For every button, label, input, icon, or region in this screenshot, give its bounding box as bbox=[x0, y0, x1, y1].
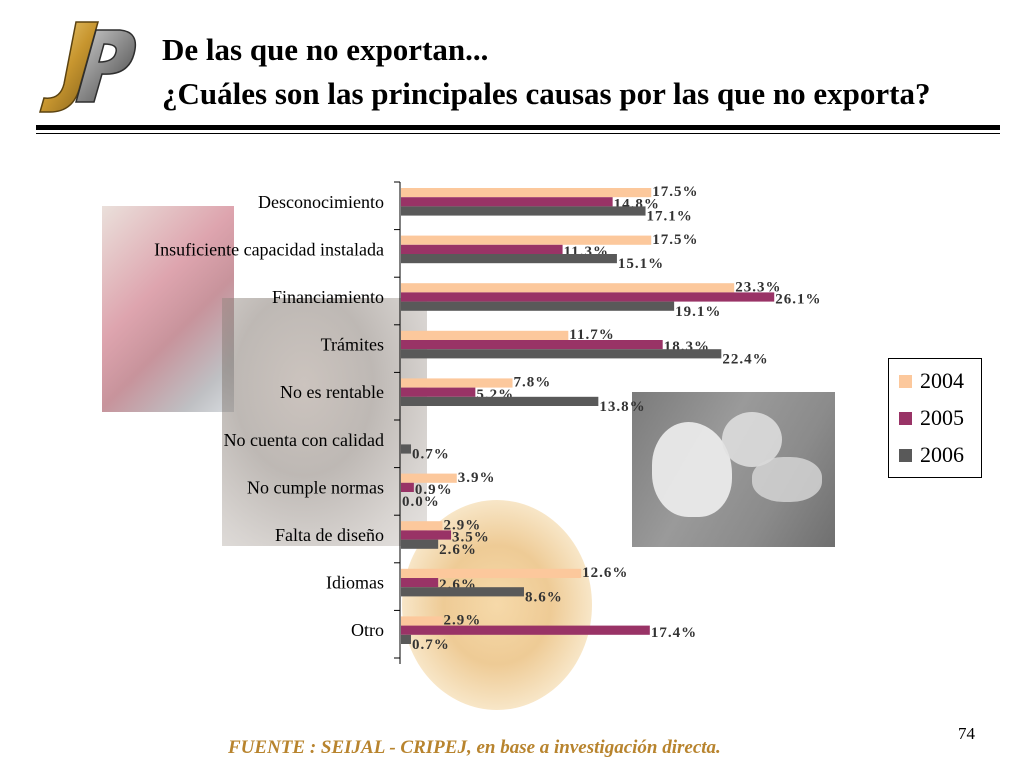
legend-label-2006: 2006 bbox=[920, 442, 964, 467]
data-label-2005: 17.4% bbox=[651, 625, 697, 641]
data-label-2006: 0.7% bbox=[412, 637, 450, 653]
background-photo-ceramics bbox=[632, 392, 835, 547]
bar-2004 bbox=[401, 378, 513, 388]
bar-2005 bbox=[401, 482, 414, 492]
category-label: Insuficiente capacidad instalada bbox=[154, 239, 384, 259]
bar-2005 bbox=[401, 530, 452, 540]
bar-2006 bbox=[401, 254, 617, 264]
legend-item-2006: 2006 bbox=[899, 442, 964, 467]
legend-swatch-2004 bbox=[899, 374, 912, 388]
data-label-2006: 15.1% bbox=[618, 256, 664, 272]
bar-2005 bbox=[401, 292, 775, 302]
data-label-2004: 2.9% bbox=[443, 517, 481, 533]
legend-item-2004: 2004 bbox=[899, 368, 964, 393]
category-label: Falta de diseño bbox=[275, 525, 384, 545]
bar-2005 bbox=[401, 625, 650, 635]
data-label-2006: 13.8% bbox=[599, 399, 645, 415]
bar-2004 bbox=[401, 330, 569, 340]
bar-2005 bbox=[401, 244, 563, 254]
legend-swatch-2005 bbox=[899, 411, 912, 425]
data-label-2005: 3.5% bbox=[452, 530, 490, 546]
data-label-2004: 12.6% bbox=[582, 565, 628, 581]
category-label: Financiamiento bbox=[272, 287, 384, 307]
bar-2004 bbox=[401, 568, 582, 578]
header-divider-thin bbox=[36, 133, 1000, 134]
background-photo-model bbox=[222, 298, 427, 546]
category-label: Idiomas bbox=[326, 573, 384, 593]
bar-2005 bbox=[401, 340, 663, 350]
bar-2006 bbox=[401, 539, 439, 549]
bar-2006 bbox=[401, 634, 412, 644]
data-label-2004: 23.3% bbox=[735, 279, 781, 295]
data-label-2006: 8.6% bbox=[525, 589, 563, 605]
category-label: Trámites bbox=[321, 335, 384, 355]
ceramic-shape bbox=[752, 457, 822, 502]
category-label: No cumple normas bbox=[247, 477, 384, 497]
bar-2006 bbox=[401, 349, 722, 359]
page-number: 74 bbox=[958, 724, 975, 743]
source-note: FUENTE : SEIJAL - CRIPEJ, en base a inve… bbox=[228, 737, 721, 758]
title-line-2: ¿Cuáles son las principales causas por l… bbox=[162, 76, 931, 111]
bar-2005 bbox=[401, 578, 439, 588]
data-label-2004: 11.7% bbox=[569, 327, 614, 343]
data-label-2005: 0.9% bbox=[415, 482, 453, 498]
data-label-2004: 3.9% bbox=[458, 470, 496, 486]
legend-label-2005: 2005 bbox=[920, 405, 964, 430]
bar-2006 bbox=[401, 206, 646, 216]
chart-legend: 2004 2005 2006 bbox=[888, 358, 982, 478]
bar-2004 bbox=[401, 283, 735, 293]
jp-logo-icon bbox=[39, 21, 137, 113]
bar-2006 bbox=[401, 396, 599, 406]
category-label: No cuenta con calidad bbox=[224, 430, 384, 450]
bar-2006 bbox=[401, 301, 675, 311]
data-label-2004: 7.8% bbox=[514, 375, 552, 391]
bar-2005 bbox=[401, 197, 613, 207]
legend-swatch-2006 bbox=[899, 448, 912, 462]
bar-2006 bbox=[401, 587, 524, 597]
data-label-2006: 0.7% bbox=[412, 447, 450, 463]
bar-2004 bbox=[401, 188, 652, 198]
data-label-2004: 17.5% bbox=[652, 184, 698, 200]
data-label-2006: 19.1% bbox=[675, 304, 721, 320]
data-label-2006: 2.6% bbox=[439, 542, 477, 558]
category-label: No es rentable bbox=[280, 382, 384, 402]
legend-label-2004: 2004 bbox=[920, 368, 964, 393]
category-label: Desconocimiento bbox=[258, 192, 384, 212]
background-photo-woman bbox=[102, 206, 234, 412]
legend-item-2005: 2005 bbox=[899, 405, 964, 430]
bar-2004 bbox=[401, 616, 443, 626]
header-divider bbox=[36, 125, 1000, 130]
data-label-2006: 17.1% bbox=[647, 209, 693, 225]
data-label-2004: 2.9% bbox=[443, 613, 481, 629]
title-line-1: De las que no exportan... bbox=[162, 32, 489, 67]
bar-2004 bbox=[401, 473, 457, 483]
category-label: Otro bbox=[351, 620, 384, 640]
bar-2005 bbox=[401, 387, 476, 397]
bar-2004 bbox=[401, 521, 443, 531]
data-label-2006: 22.4% bbox=[722, 351, 768, 367]
bar-2006 bbox=[401, 444, 412, 454]
data-label-2004: 17.5% bbox=[652, 232, 698, 248]
data-label-2005: 26.1% bbox=[775, 292, 821, 308]
ceramic-shape bbox=[652, 422, 732, 517]
bar-2004 bbox=[401, 235, 652, 245]
data-label-2006: 0.0% bbox=[402, 494, 440, 510]
